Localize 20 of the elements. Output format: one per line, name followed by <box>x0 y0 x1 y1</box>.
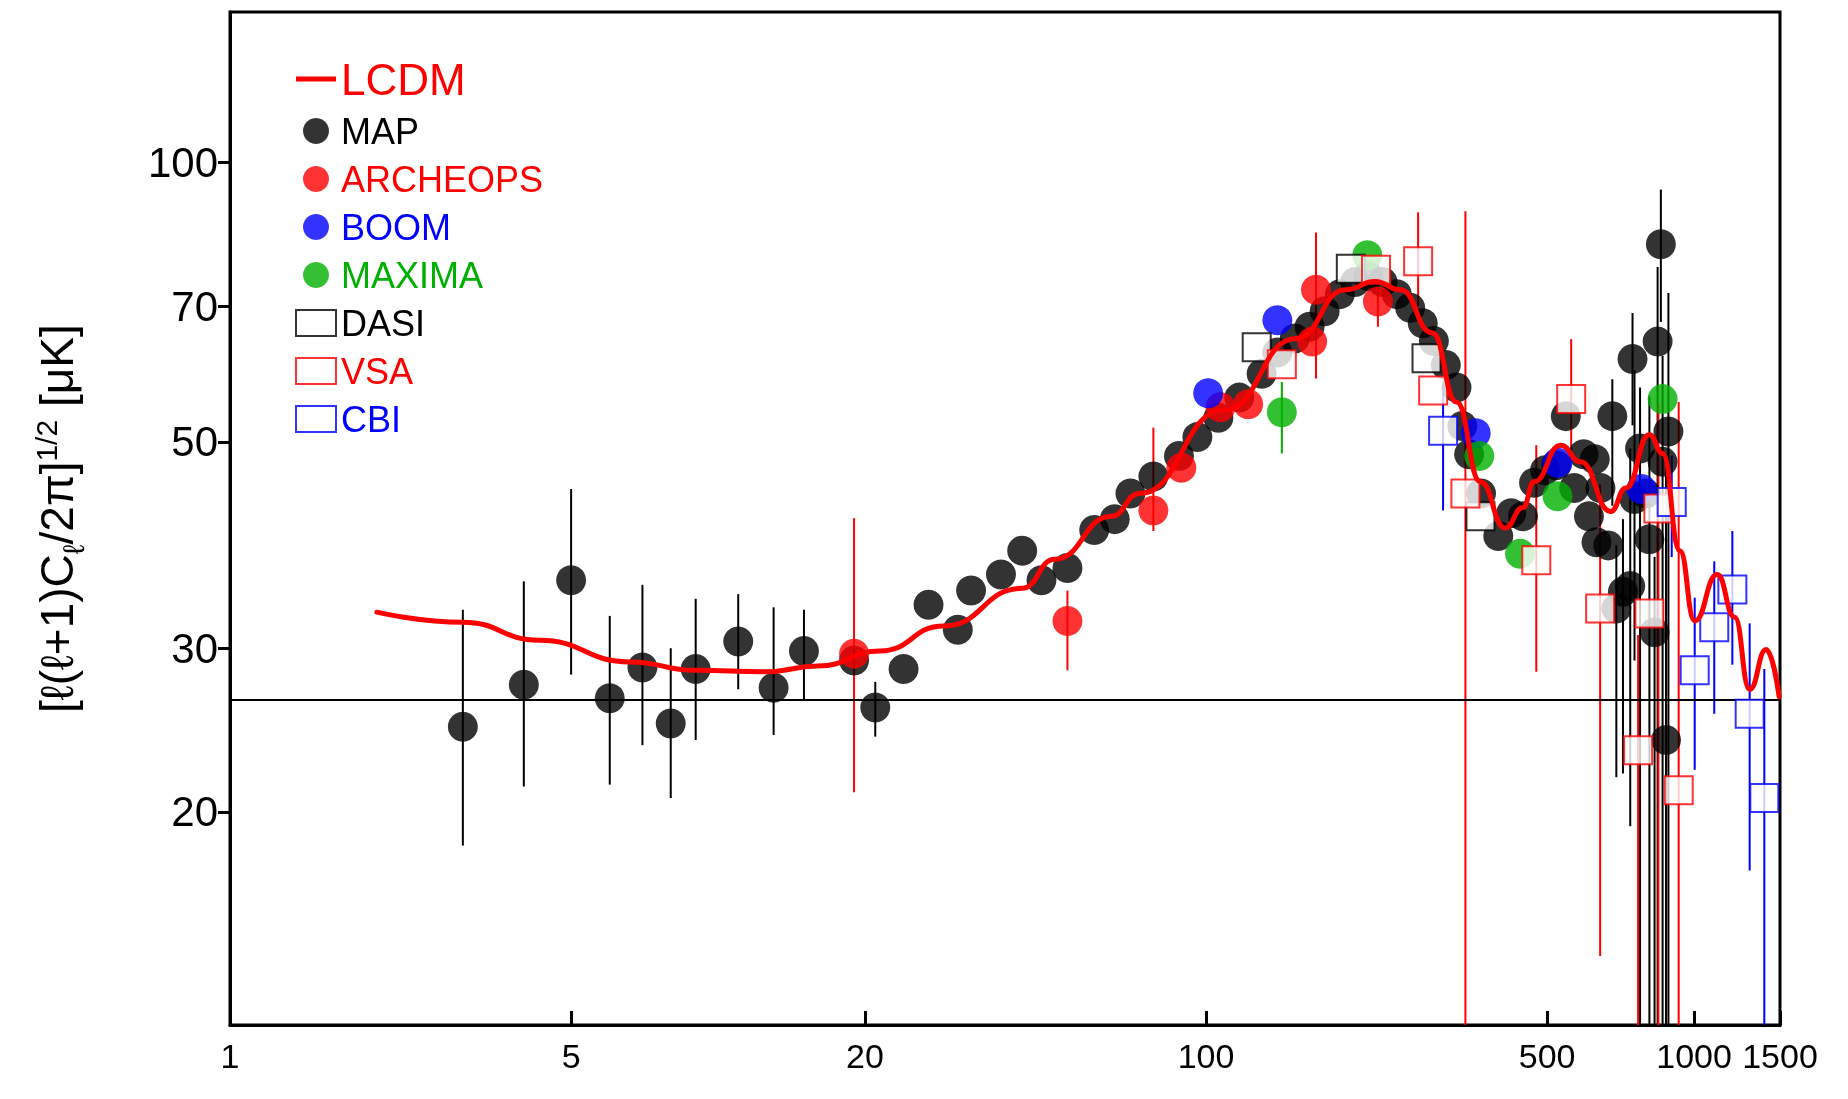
x-tick-label: 1500 <box>1742 1037 1818 1075</box>
y-tick-label: 70 <box>171 282 218 330</box>
x-tick-label: 20 <box>846 1037 884 1075</box>
legend-label: BOOM <box>341 206 452 248</box>
legend-label: VSA <box>341 350 414 392</box>
x-tick-label: 1 <box>220 1037 240 1075</box>
legend-label: MAP <box>341 110 420 152</box>
legend-label: CBI <box>341 398 402 440</box>
y-tick-label: 20 <box>171 788 218 836</box>
x-tick-label: 100 <box>1177 1037 1235 1075</box>
y-tick-label: 30 <box>171 624 218 672</box>
legend-label: ARCHEOPS <box>341 158 544 200</box>
legend-label: LCDM <box>341 54 466 104</box>
x-tick-label: 1000 <box>1656 1037 1732 1075</box>
legend-label: DASI <box>341 302 426 344</box>
x-tick-label: 5 <box>561 1037 581 1075</box>
y-tick-label: 100 <box>147 138 218 186</box>
y-tick-label: 50 <box>171 418 218 466</box>
x-tick-label: 500 <box>1518 1037 1576 1075</box>
legend-label: MAXIMA <box>341 254 484 296</box>
